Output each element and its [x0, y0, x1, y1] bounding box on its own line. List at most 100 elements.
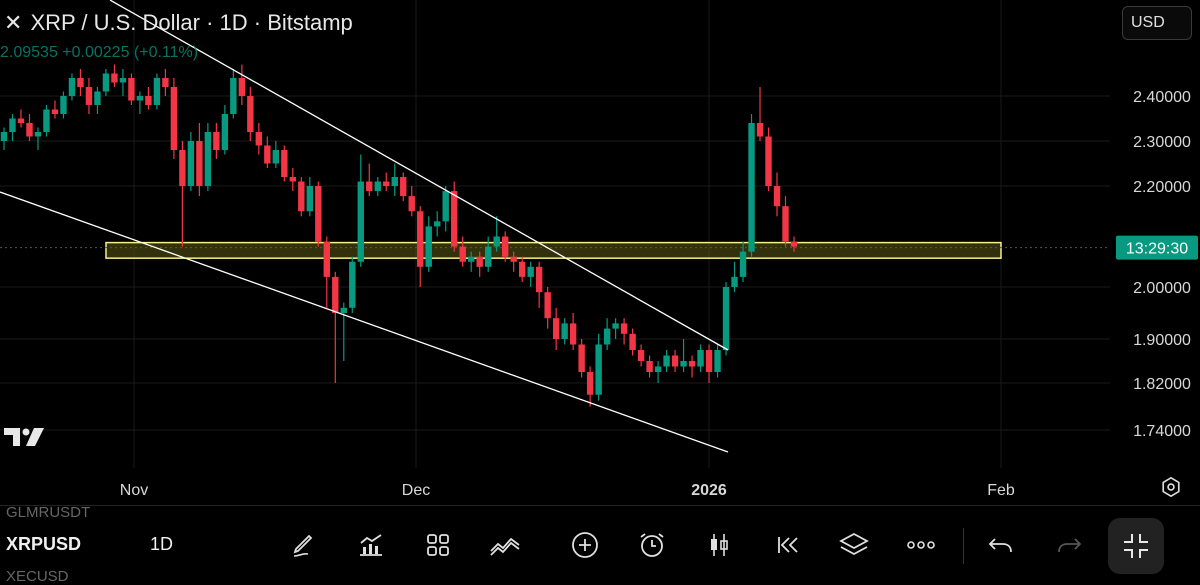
candle[interactable] — [357, 154, 364, 267]
candle[interactable] — [552, 307, 560, 350]
candle[interactable] — [221, 105, 229, 155]
candle[interactable] — [748, 114, 755, 257]
timeframe-selector[interactable]: 1D — [150, 534, 174, 554]
candle[interactable] — [51, 100, 59, 119]
price-chart[interactable]: 2.40000 2.30000 2.20000 2.00000 1.90000 1.820… — [0, 0, 1200, 505]
candle[interactable] — [731, 261, 738, 293]
candle[interactable] — [230, 69, 237, 119]
candle[interactable] — [468, 251, 475, 272]
exit-fullscreen-button[interactable] — [1108, 518, 1164, 574]
candle[interactable] — [739, 241, 747, 282]
candle[interactable] — [162, 69, 169, 96]
candle[interactable] — [289, 168, 297, 192]
compare-lines-icon[interactable] — [488, 528, 522, 562]
layouts-grid-icon[interactable] — [421, 528, 455, 562]
candle[interactable] — [332, 271, 339, 383]
candle[interactable] — [102, 69, 110, 96]
candle[interactable] — [128, 73, 135, 106]
candle[interactable] — [43, 105, 50, 137]
candle[interactable] — [484, 236, 492, 272]
candle[interactable] — [476, 251, 483, 277]
candle[interactable] — [451, 181, 458, 252]
candle[interactable] — [578, 339, 585, 378]
candle[interactable] — [247, 87, 254, 141]
candle[interactable] — [518, 256, 526, 282]
replay-rewind-icon[interactable] — [770, 528, 804, 562]
close-icon[interactable]: ✕ — [4, 10, 23, 35]
candle[interactable] — [315, 181, 322, 247]
candle[interactable] — [196, 123, 203, 197]
more-options-icon[interactable] — [904, 528, 938, 562]
candle[interactable] — [400, 172, 407, 202]
candle[interactable] — [646, 355, 653, 378]
candle[interactable] — [391, 163, 398, 197]
candle[interactable] — [782, 196, 789, 247]
candle[interactable] — [136, 91, 144, 115]
candle[interactable] — [501, 231, 509, 262]
candle[interactable] — [77, 69, 84, 96]
candle[interactable] — [264, 136, 271, 169]
layers-icon[interactable] — [837, 528, 871, 562]
candle[interactable] — [119, 69, 127, 96]
candle[interactable] — [204, 123, 212, 192]
candle[interactable] — [773, 172, 781, 217]
candle[interactable] — [527, 261, 534, 287]
candle[interactable] — [425, 216, 432, 272]
candle[interactable] — [586, 366, 594, 407]
candle[interactable] — [663, 350, 670, 372]
candle[interactable] — [9, 114, 16, 141]
candle[interactable] — [187, 132, 195, 192]
candle[interactable] — [153, 73, 161, 110]
candle[interactable] — [213, 123, 220, 159]
candlestick-type-icon[interactable] — [702, 528, 736, 562]
symbol-title[interactable]: XRP / U.S. Dollar · 1D · Bitstamp — [30, 10, 353, 35]
candle[interactable] — [705, 344, 713, 384]
candle[interactable] — [383, 172, 390, 192]
watchlist-symbol-next[interactable]: XECUSD — [6, 568, 69, 585]
candle[interactable] — [569, 313, 577, 350]
lower-trendline[interactable] — [0, 191, 729, 453]
candle[interactable] — [145, 87, 152, 110]
candle[interactable] — [272, 141, 280, 168]
candle[interactable] — [654, 361, 662, 383]
candle[interactable] — [298, 177, 305, 217]
candle[interactable] — [722, 281, 730, 356]
candle[interactable] — [238, 64, 246, 106]
symbol-selector[interactable]: XRPUSD — [6, 534, 82, 554]
candle[interactable] — [366, 163, 373, 197]
candle[interactable] — [17, 109, 25, 128]
candle[interactable] — [408, 186, 415, 217]
candle[interactable] — [493, 216, 500, 252]
candle[interactable] — [179, 141, 186, 247]
candle[interactable] — [323, 236, 330, 308]
candle[interactable] — [620, 318, 628, 345]
candle[interactable] — [697, 344, 704, 373]
indicators-icon[interactable] — [354, 528, 388, 562]
candle[interactable] — [612, 318, 619, 339]
candle[interactable] — [790, 236, 798, 252]
candle[interactable] — [561, 318, 568, 345]
candle[interactable] — [111, 64, 118, 88]
candle[interactable] — [688, 355, 696, 378]
candle[interactable] — [417, 206, 424, 287]
candle[interactable] — [281, 145, 288, 182]
candle[interactable] — [637, 344, 645, 367]
drawing-pen-icon[interactable] — [287, 528, 321, 562]
candle[interactable] — [68, 73, 76, 101]
candle[interactable] — [629, 328, 636, 356]
candle[interactable] — [442, 186, 449, 232]
undo-icon[interactable] — [984, 528, 1018, 562]
candle[interactable] — [34, 127, 42, 151]
candle[interactable] — [374, 177, 381, 197]
candle[interactable] — [535, 261, 543, 308]
watchlist-symbol-prev[interactable]: GLMRUSDT — [6, 504, 91, 521]
candle[interactable] — [340, 302, 347, 361]
redo-icon[interactable] — [1052, 528, 1086, 562]
candle[interactable] — [60, 91, 67, 119]
candle[interactable] — [671, 350, 679, 372]
currency-selector[interactable]: USD — [1122, 6, 1192, 40]
candle[interactable] — [0, 127, 8, 151]
candle[interactable] — [544, 287, 551, 329]
candle[interactable] — [756, 87, 764, 141]
settings-gear-icon[interactable] — [1160, 476, 1182, 498]
